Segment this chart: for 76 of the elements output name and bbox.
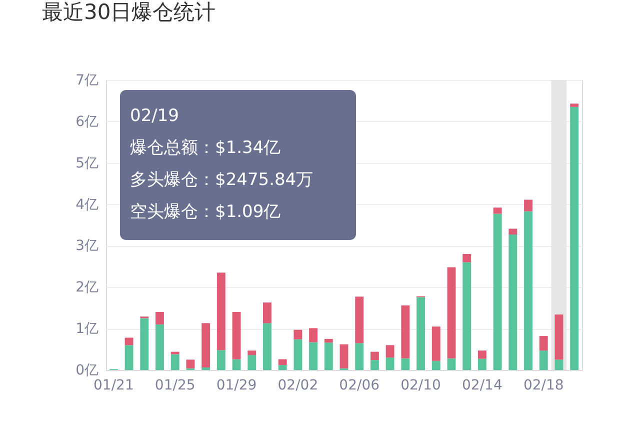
- bar: [186, 360, 195, 368]
- bar: [493, 208, 502, 214]
- bar: [570, 104, 579, 107]
- bar: [524, 200, 532, 212]
- y-tick-label: 6亿: [76, 114, 98, 130]
- bar: [554, 314, 564, 360]
- bar: [447, 358, 456, 370]
- y-tick-label: 4亿: [76, 196, 98, 213]
- annotation: 多头爆仓：$2475.84万: [130, 170, 314, 190]
- bar: [156, 312, 164, 324]
- y-tick-label: 0亿: [76, 362, 98, 378]
- bar: [386, 345, 394, 358]
- bar: [539, 336, 548, 351]
- bar: [324, 342, 333, 370]
- bar: [124, 345, 134, 370]
- bar: [493, 214, 502, 370]
- bar: [401, 358, 410, 370]
- bar: [355, 343, 364, 370]
- bar: [202, 323, 210, 368]
- bar: [170, 354, 180, 370]
- bar: [554, 360, 564, 370]
- bar: [156, 324, 164, 370]
- annotation: 02/19: [130, 106, 179, 126]
- bar: [140, 318, 149, 370]
- x-tick-label: 02/14: [462, 378, 502, 394]
- x-tick-label: 02/10: [400, 378, 441, 394]
- annotation: 空头爆仓：$1.09亿: [130, 202, 281, 222]
- bar: [124, 338, 134, 346]
- y-tick-label: 7亿: [76, 72, 98, 88]
- bar: [248, 355, 256, 370]
- bar: [355, 296, 364, 344]
- bar: [524, 211, 532, 370]
- bar: [432, 326, 440, 361]
- y-tick-label: 1亿: [76, 321, 98, 338]
- bar: [370, 360, 379, 370]
- bar: [386, 358, 394, 370]
- bar: [462, 262, 472, 370]
- bar: [309, 342, 318, 370]
- bar: [324, 338, 333, 343]
- bar: [248, 350, 256, 356]
- chart-title: 最近30日爆仓统计: [42, 0, 216, 24]
- bar: [232, 312, 241, 360]
- x-tick-label: 01/29: [216, 378, 257, 394]
- bar: [508, 234, 518, 370]
- bar: [401, 305, 410, 358]
- bar: [294, 339, 302, 370]
- bar: [340, 344, 348, 368]
- bar: [508, 228, 518, 235]
- y-tick-label: 2亿: [76, 280, 98, 296]
- x-tick-label: 02/06: [339, 378, 380, 394]
- annotation: 爆仓总额：$1.34亿: [130, 138, 281, 158]
- bar: [478, 358, 486, 370]
- x-tick-label: 02/02: [278, 378, 318, 394]
- y-tick-label: 3亿: [76, 238, 98, 254]
- x-tick-label: 01/25: [154, 378, 196, 394]
- y-tick-label: 5亿: [76, 155, 98, 172]
- bar: [170, 352, 180, 354]
- bar: [216, 350, 226, 370]
- bar: [309, 328, 318, 342]
- bar: [462, 254, 472, 262]
- bar: [294, 330, 302, 340]
- bar: [416, 297, 425, 370]
- bar: [263, 302, 272, 324]
- bar: [278, 365, 287, 370]
- bar: [539, 350, 548, 370]
- bar: [263, 323, 272, 370]
- bar: [216, 272, 226, 350]
- bar: [278, 359, 287, 366]
- bar: [478, 350, 486, 359]
- bar: [432, 360, 440, 370]
- bar: [570, 106, 579, 370]
- bar: [370, 352, 379, 360]
- bar: [447, 267, 456, 358]
- bar: [232, 359, 241, 370]
- x-tick-label: 02/18: [523, 378, 564, 394]
- x-tick-label: 01/21: [94, 378, 134, 394]
